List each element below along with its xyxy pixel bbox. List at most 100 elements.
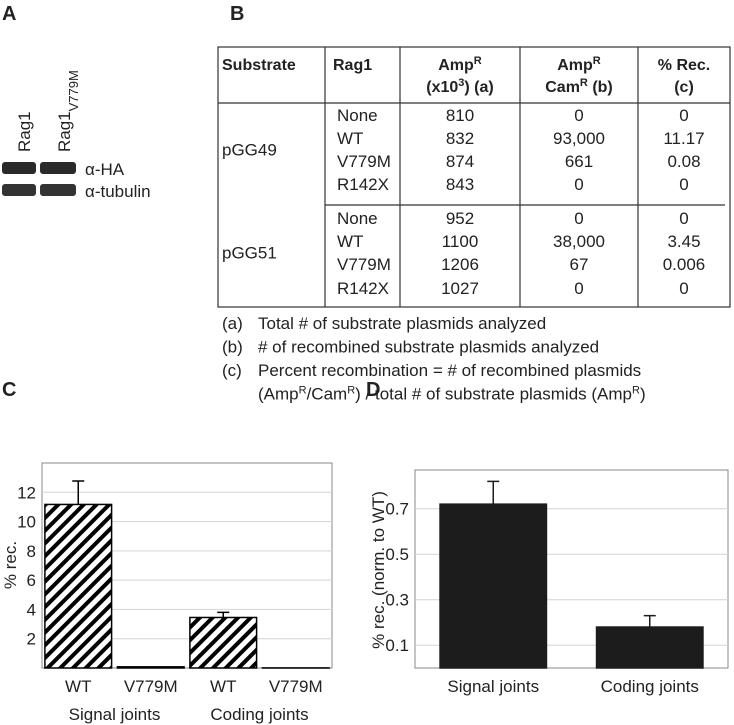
column-header: Rag1 (333, 57, 372, 74)
column-header: % Rec. (658, 57, 710, 74)
text-run: # of recombined substrate plasmids analy… (258, 338, 599, 357)
bar (439, 503, 548, 669)
x-tick-label: V779M (269, 677, 323, 696)
y-tick-label: 4 (27, 600, 36, 619)
text-run: Rag1 (15, 111, 34, 152)
text-run: Substrate (222, 57, 296, 74)
table-cell: 661 (565, 152, 593, 171)
group-label: Coding joints (210, 705, 308, 724)
blot-band (40, 184, 76, 196)
table-cell: 1100 (442, 232, 479, 251)
y-tick-label: 8 (27, 542, 36, 561)
table-cell: 0 (679, 106, 688, 125)
blot-band (2, 162, 36, 174)
table-cell: 1206 (441, 255, 479, 274)
panel-label: D (366, 379, 380, 401)
table-frame (217, 46, 731, 308)
text-run: Cam (545, 79, 580, 96)
table-cell: 11.17 (663, 129, 704, 148)
column-header: AmpR (438, 55, 482, 74)
superscript: R (580, 77, 588, 89)
y-tick-label: 0.1 (385, 636, 409, 655)
column-header: (c) (674, 79, 694, 96)
table-cell: 832 (446, 129, 474, 148)
column-header: Substrate (222, 57, 296, 74)
y-tick-label: 10 (17, 513, 36, 532)
table-cell: 843 (446, 175, 474, 194)
table-cell: 874 (446, 152, 474, 171)
table-cell: V779M (337, 152, 391, 171)
bar (116, 666, 185, 669)
y-tick-label: 6 (27, 571, 36, 590)
table-cell: 0 (574, 106, 583, 125)
text-run: % Rec. (658, 57, 710, 74)
superscript: R (347, 385, 355, 397)
text-run: Rag1 (55, 111, 74, 152)
group-label: Signal joints (69, 705, 161, 724)
text-run: Percent recombination = # of recombined … (258, 361, 641, 380)
band-label: α-tubulin (85, 182, 151, 201)
table-cell: R142X (337, 279, 389, 298)
lane-label: Rag1 (15, 111, 34, 152)
superscript: R (593, 55, 601, 67)
table-cell: WT (337, 232, 363, 251)
text-run: ) (640, 385, 646, 404)
bar (189, 616, 258, 669)
panel-label: A (2, 3, 16, 25)
table-cell: R142X (337, 175, 389, 194)
text-run: Amp (438, 57, 474, 74)
y-tick-label: 0.3 (385, 591, 409, 610)
subscript: V779M (66, 70, 81, 111)
bar (595, 626, 704, 669)
table-cell: 3.45 (667, 232, 700, 251)
y-tick-label: 2 (27, 630, 36, 649)
y-axis-label: % rec. (norm. to WT) (369, 491, 388, 649)
superscript: 3 (458, 77, 464, 89)
text-run: (x10 (426, 79, 458, 96)
table-cell: 810 (446, 106, 474, 125)
y-tick-label: 0.5 (385, 545, 409, 564)
x-tick-label: Signal joints (447, 677, 539, 696)
footnote-label: (c) (222, 361, 242, 380)
band-label: α-HA (85, 160, 125, 179)
y-tick-label: 0.7 (385, 500, 409, 519)
table-cell: 93,000 (553, 129, 605, 148)
substrate-label: pGG49 (222, 141, 277, 160)
plot-area (41, 462, 333, 669)
bar (44, 503, 113, 669)
footnote-text: Total # of substrate plasmids analyzed (258, 314, 546, 333)
text-run: (b) (588, 79, 613, 96)
column-header: CamR (b) (545, 77, 613, 96)
table-cell: 1027 (441, 279, 479, 298)
table-cell: 67 (570, 255, 589, 274)
text-run: (c) (674, 79, 694, 96)
table-cell: 952 (446, 209, 474, 228)
x-tick-label: Coding joints (601, 677, 699, 696)
plot-area (414, 469, 729, 669)
text-run: Amp (557, 57, 593, 74)
text-run: (Amp (258, 385, 299, 404)
x-tick-label: WT (65, 677, 91, 696)
table-cell: None (337, 106, 378, 125)
table-cell: 0 (679, 209, 688, 228)
column-header: AmpR (557, 55, 601, 74)
table-cell: 0 (574, 279, 583, 298)
table-cell: 0 (679, 279, 688, 298)
footnote-text: # of recombined substrate plasmids analy… (258, 338, 599, 357)
footnote-text: (AmpR/CamR) / total # of substrate plasm… (258, 385, 646, 404)
x-tick-label: V779M (124, 677, 178, 696)
y-tick-label: 12 (17, 483, 36, 502)
blot-band (40, 162, 76, 174)
column-header: (x103) (a) (426, 77, 493, 96)
superscript: R (299, 385, 307, 397)
footnote-label: (a) (222, 314, 243, 333)
y-axis-label: % rec. (1, 541, 20, 589)
footnote-label: (b) (222, 338, 243, 357)
text-run: Total # of substrate plasmids analyzed (258, 314, 546, 333)
panel-label: C (2, 379, 16, 401)
text-run: ) (a) (464, 79, 493, 96)
table-cell: 38,000 (553, 232, 605, 251)
text-run: ) / total # of substrate plasmids (Amp (355, 385, 632, 404)
footnote-text: Percent recombination = # of recombined … (258, 361, 641, 380)
